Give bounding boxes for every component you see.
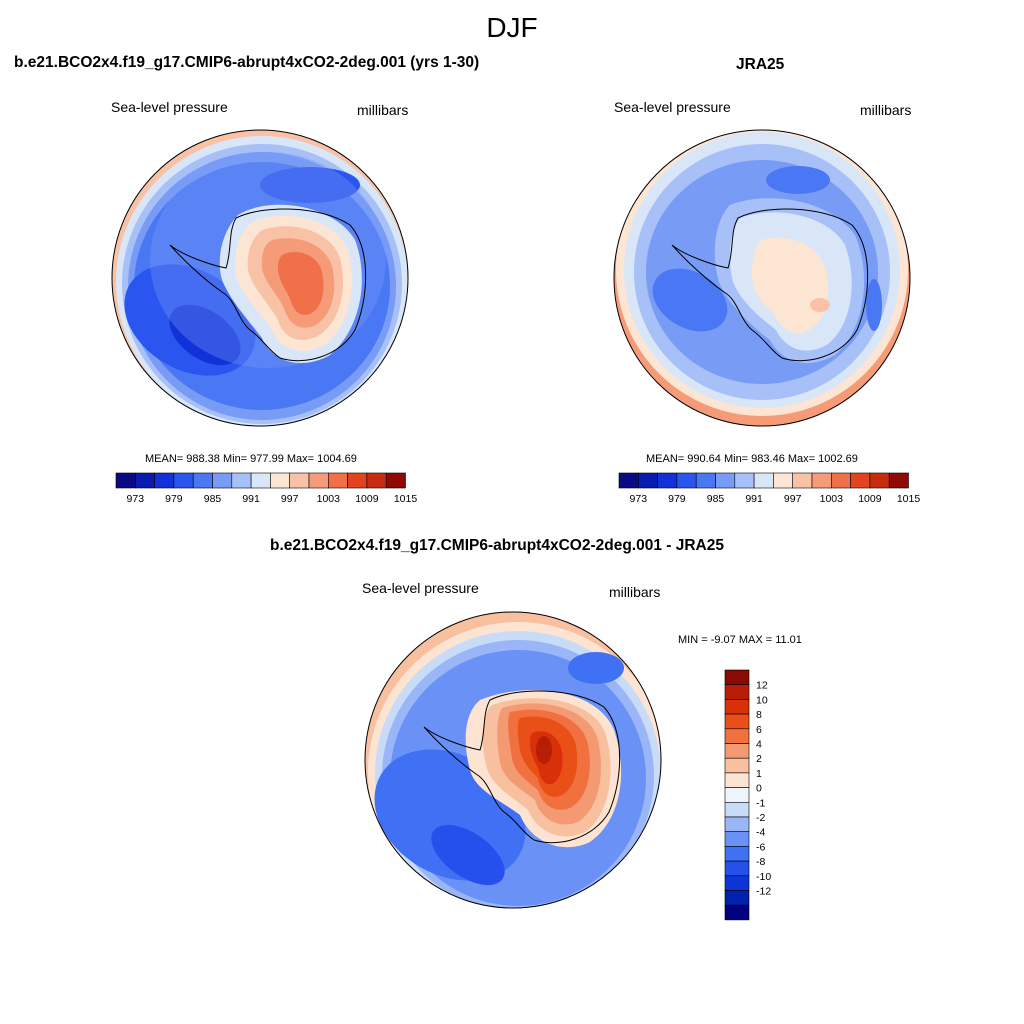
colorbar-swatch [724,831,750,847]
colorbar-tick-label: -10 [756,871,771,883]
colorbar-swatch [724,713,750,730]
model-coastline [169,208,367,362]
obs-low-east [866,279,882,331]
model-low-north [260,167,360,203]
colorbar-tick-label: 985 [707,493,725,505]
colorbar-tick-label: 997 [784,493,802,505]
left-label-obs: Sea-level pressure [614,99,731,115]
colorbar-swatch [888,472,909,489]
right-label-diff: millibars [609,584,661,600]
panel-title-model: b.e21.BCO2x4.f19_g17.CMIP6-abrupt4xCO2-2… [14,54,480,71]
colorbar-tick-label: 10 [756,694,768,706]
model-antarctica-core [278,252,324,315]
colorbar-tick-label: 997 [281,493,299,505]
colorbar-swatch [724,728,750,744]
right-label-obs: millibars [860,102,912,118]
colorbar-tick-label: 1015 [897,493,921,505]
colorbar-swatch [724,904,750,921]
colorbar-tick-label: 979 [165,493,183,505]
model-low-core [169,304,241,366]
colorbar-swatch [724,743,750,759]
colorbar-tick-label: -6 [756,841,765,853]
colorbar-swatch [724,787,750,803]
colorbar-tick-label: 973 [127,493,145,505]
model-map-border [111,129,409,427]
stats-model: MEAN= 988.38 Min= 977.99 Max= 1004.69 [145,453,357,465]
diff-low-core [431,824,505,886]
diff-map-border [364,611,662,909]
colorbar-tick-label: -1 [756,797,765,809]
colorbar-tick-label: 6 [756,724,762,736]
panel-title-diff: b.e21.BCO2x4.f19_g17.CMIP6-abrupt4xCO2-2… [270,537,724,554]
colorbar-tick-label: 985 [204,493,222,505]
colorbar-tick-label: 1009 [355,493,379,505]
colorbar-tick-label: 1003 [317,493,341,505]
colorbar-swatch [724,846,750,862]
colorbar-tick-label: -12 [756,886,771,898]
colorbar-tick-label: 1015 [394,493,418,505]
figure-title: DJF [486,12,538,43]
diff-coastline [423,690,621,844]
obs-antarctica-high [752,237,829,334]
obs-map-border [613,129,911,427]
colorbar-tick-label: 1009 [858,493,882,505]
colorbar-swatch [724,772,750,788]
obs-coastline [671,208,869,362]
colorbar-tick-label: 973 [630,493,648,505]
colorbar-tick-label: 991 [242,493,260,505]
colorbar-tick-label: -2 [756,812,765,824]
colorbar-swatch [724,699,750,715]
stats-obs: MEAN= 990.64 Min= 983.46 Max= 1002.69 [646,453,858,465]
colorbar-swatch [724,801,750,818]
obs-low-center [652,268,728,332]
colorbar-tick-label: -8 [756,856,765,868]
colorbar-swatch [724,669,750,685]
obs-antarctica-core [810,298,830,312]
colorbar-swatch [724,875,750,891]
colorbar-tick-label: -4 [756,827,765,839]
colorbar-tick-label: 0 [756,783,762,795]
left-label-model: Sea-level pressure [111,99,228,115]
colorbar-swatch [724,890,750,906]
diff-antarctica-core [536,736,552,764]
colorbar-tick-label: 979 [668,493,686,505]
panel-title-obs: JRA25 [736,56,785,73]
left-label-diff: Sea-level pressure [362,580,479,596]
right-label-model: millibars [357,102,409,118]
obs-low-north [766,166,830,194]
colorbar-swatch [724,684,750,700]
colorbar-swatch [724,816,750,832]
colorbar-tick-label: 2 [756,753,762,765]
colorbar-tick-label: 991 [745,493,763,505]
colorbar-tick-label: 1 [756,768,762,780]
colorbar-tick-label: 1003 [820,493,844,505]
colorbar-tick-label: 8 [756,709,762,721]
colorbar-swatch [385,472,406,489]
colorbar-swatch [724,757,750,774]
colorbar-tick-label: 12 [756,680,768,692]
colorbar-tick-label: 4 [756,739,762,751]
diff-low-north [568,652,624,684]
colorbar-swatch [724,860,750,877]
stats-diff: MIN = -9.07 MAX = 11.01 [678,634,802,646]
